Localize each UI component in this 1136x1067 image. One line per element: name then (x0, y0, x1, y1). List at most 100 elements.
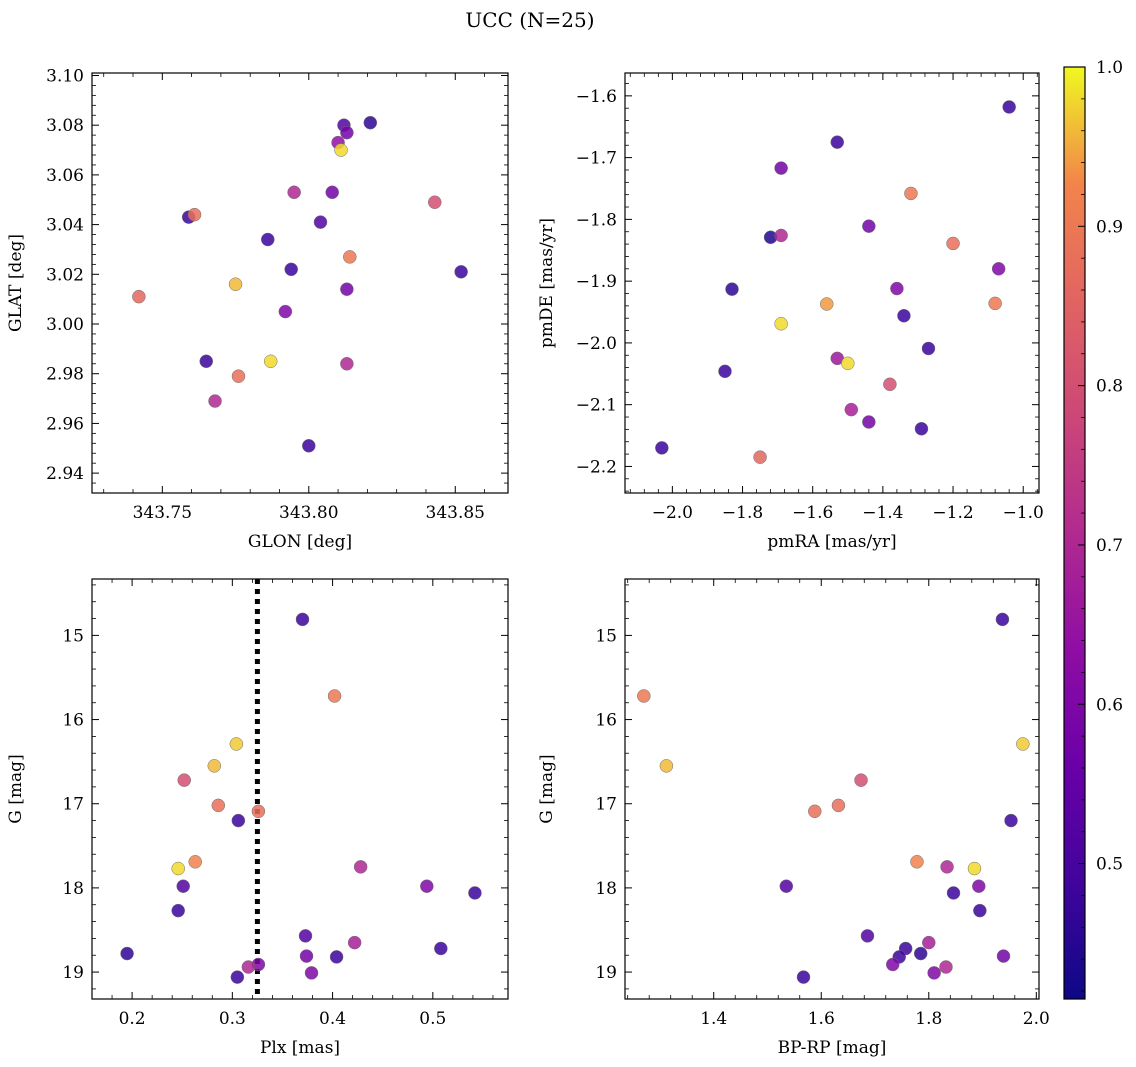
scatter-point (468, 886, 482, 900)
scatter-point (927, 966, 941, 980)
scatter-point (347, 935, 362, 950)
scatter-point (946, 886, 961, 900)
scatter-point (176, 879, 190, 893)
x-tick-label: 0.2 (119, 1009, 146, 1029)
scatter-point (940, 860, 954, 874)
y-tick-label: 3.02 (46, 265, 84, 285)
scatter-point (199, 354, 214, 369)
scatter-point (295, 612, 310, 627)
scatter-point (819, 297, 834, 311)
scatter-point (188, 855, 202, 869)
y-tick-label: −2.2 (576, 457, 617, 477)
scatter-point (862, 219, 876, 233)
x-tick-label: −1.2 (932, 503, 973, 523)
scatter-point (207, 759, 222, 773)
scatter-point (796, 970, 811, 984)
y-tick-label: 18 (62, 879, 84, 899)
scatter-point (718, 364, 732, 379)
scatter-point (329, 950, 344, 964)
scatter-point (231, 369, 246, 383)
panel-bprp-g: 1.4 1.6 1.8 2.0 15 16 17 18 19 BP-RP [mag] G [mag] (537, 578, 1050, 1058)
scatter-point (655, 441, 669, 455)
panel-pmra-pmde: −2.0 −1.8 −1.6 −1.4 −1.2 −1.0 −2.2 −2.1 −2.0 −1.9… (537, 72, 1044, 552)
scatter-point (659, 759, 674, 773)
colorbar: 0.5 0.6 0.7 0.8 0.9 1.0 (1063, 58, 1123, 1000)
scatter-point (914, 422, 929, 436)
scatter-point (171, 903, 185, 918)
scatter-point (753, 450, 767, 464)
scatter-point (313, 215, 328, 229)
y-tick-label: 3.10 (46, 66, 84, 86)
scatter-point (228, 277, 243, 291)
scatter-point (939, 960, 953, 974)
y-tick-label: 18 (595, 879, 617, 899)
scatter-point (299, 949, 314, 963)
scatter-point (187, 207, 202, 222)
y-tick-label: 16 (62, 711, 84, 731)
scatter-point (120, 946, 134, 961)
panel-plx-g: 0.2 0.3 0.4 0.5 15 16 17 18 19 Plx [mas] G [mag] (6, 578, 509, 1058)
colorbar-tick-label: 0.9 (1096, 217, 1123, 237)
x-tick-label: 0.5 (419, 1009, 446, 1029)
colorbar-tick-label: 0.6 (1096, 695, 1123, 715)
scatter-point (841, 356, 855, 371)
y-tick-label: 2.94 (46, 464, 84, 484)
x-tick-label: 343.80 (279, 503, 338, 523)
x-axis-label: pmRA [mas/yr] (767, 532, 896, 552)
scatter-point (278, 304, 293, 319)
colorbar-gradient (1063, 66, 1086, 1000)
scatter-point (261, 232, 275, 247)
scatter-point (343, 250, 357, 264)
scatter-point (1004, 813, 1018, 828)
scatter-point (910, 855, 924, 869)
y-tick-label: −1.9 (576, 272, 617, 292)
scatter-point (774, 161, 788, 175)
scatter-point (774, 317, 788, 331)
x-axis-label: GLON [deg] (248, 532, 352, 552)
scatter-point (904, 186, 918, 201)
y-tick-label: −1.7 (576, 149, 617, 169)
y-tick-label: 3.00 (46, 315, 84, 335)
panel-glon-glat: 343.75 343.80 343.85 2.94 2.96 2.98 3.00 3.02 3.… (6, 66, 509, 552)
scatter-point (428, 195, 442, 209)
scatter-point (211, 798, 226, 813)
scatter-point (171, 861, 185, 876)
scatter-point (995, 612, 1010, 627)
scatter-point (921, 341, 936, 356)
colorbar-tick-label: 0.8 (1096, 377, 1123, 397)
x-tick-label: 1.6 (808, 1009, 835, 1029)
y-axis-label: G [mag] (537, 754, 557, 823)
y-tick-label: 19 (62, 963, 84, 983)
scatter-point (241, 960, 256, 974)
scatter-point (922, 935, 936, 950)
scatter-point (132, 289, 146, 304)
scatter-point (263, 354, 278, 369)
scatter-point (1016, 737, 1030, 751)
scatter-point (830, 135, 845, 149)
y-tick-label: 19 (595, 963, 617, 983)
scatter-point (325, 185, 339, 200)
y-tick-label: 3.06 (46, 166, 84, 186)
scatter-point (353, 860, 368, 874)
y-axis-label: GLAT [deg] (6, 234, 26, 332)
scatter-point (304, 966, 319, 980)
y-tick-label: −1.8 (576, 210, 617, 230)
y-axis-label: pmDE [mas/yr] (537, 218, 557, 348)
scatter-point (967, 861, 982, 876)
scatter-point (302, 439, 316, 453)
scatter-point (890, 281, 904, 296)
scatter-point (946, 236, 960, 251)
colorbar-tick-label: 0.5 (1096, 855, 1123, 875)
scatter-point (177, 773, 191, 787)
scatter-point (284, 262, 298, 277)
scatter-point (208, 394, 222, 408)
scatter-point (897, 308, 911, 323)
scatter-point (991, 262, 1006, 276)
y-axis-label: G [mag] (6, 754, 26, 823)
y-tick-label: −2.0 (576, 334, 617, 354)
scatter-point (1002, 100, 1016, 114)
scatter-point (340, 357, 354, 371)
scatter-point (860, 929, 875, 943)
scatter-point (844, 402, 859, 417)
